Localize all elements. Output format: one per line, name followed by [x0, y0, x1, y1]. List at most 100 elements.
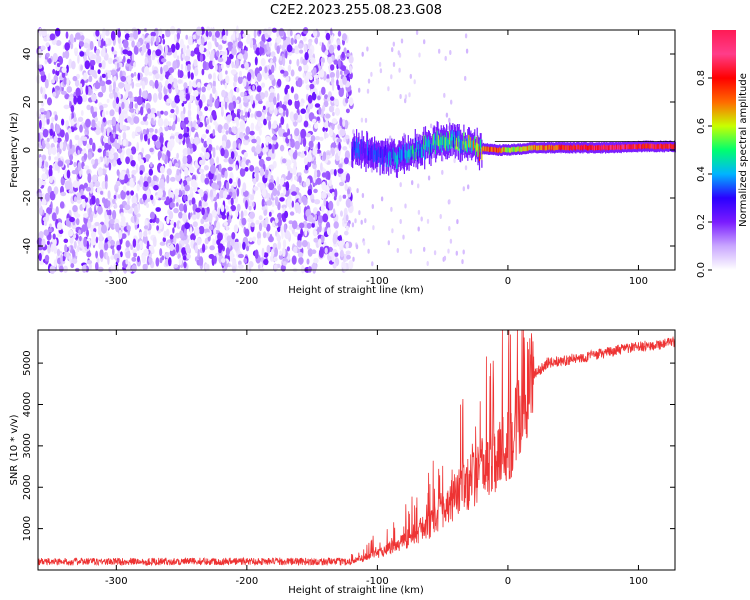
- spectrogram-cell: [47, 228, 53, 233]
- spectrogram-cell: [569, 145, 571, 151]
- spectrogram-cell: [619, 144, 622, 150]
- spectrogram-cell: [168, 74, 174, 83]
- spectrogram-cell: [176, 202, 179, 207]
- spectrogram-cell: [77, 161, 82, 172]
- spectrogram-cell: [179, 93, 185, 102]
- spectrogram-cell: [484, 146, 486, 152]
- spectrogram-cell: [72, 233, 77, 239]
- spectrogram-cell: [549, 144, 551, 150]
- spectrogram-cell: [398, 147, 400, 160]
- spectrogram-cell: [80, 64, 83, 71]
- spectrogram-cell: [126, 99, 129, 109]
- spectrogram-cell: [126, 75, 132, 85]
- spectrogram-cell: [55, 69, 60, 77]
- spectrogram-cell: [254, 56, 258, 66]
- spectrogram-cell: [107, 190, 111, 200]
- spectrogram-cell: [536, 145, 539, 151]
- spectrogram-cell: [213, 121, 218, 126]
- spectrogram-cell: [188, 143, 193, 149]
- spectrogram-cell: [95, 250, 98, 259]
- spectrogram-cell: [52, 91, 57, 98]
- spectrogram-cell: [87, 220, 92, 229]
- spectrogram-cell: [397, 151, 399, 165]
- spectrogram-cell: [206, 124, 212, 130]
- spectrogram-cell: [232, 191, 237, 200]
- spectrogram-cell: [116, 257, 120, 263]
- y-tick-label: -20: [22, 190, 33, 206]
- spectrogram-cell: [334, 188, 338, 199]
- spectrogram-cell: [83, 165, 90, 170]
- spectrogram-cell: [373, 149, 375, 163]
- spectrogram-cell: [215, 145, 219, 151]
- spectrogram-cell: [294, 99, 300, 110]
- spectrogram-cell: [209, 189, 213, 198]
- spectrogram-cell: [158, 28, 163, 37]
- spectrogram-cell: [63, 76, 67, 85]
- spectrogram-cell: [394, 151, 396, 165]
- spectrogram-cell: [228, 102, 234, 111]
- spectrogram-cell: [639, 143, 641, 149]
- spectrogram-cell: [212, 85, 216, 94]
- spectrogram-cell: [85, 118, 91, 128]
- spectrogram-cell: [610, 145, 612, 150]
- spectrogram-cell: [397, 50, 400, 56]
- spectrogram-cell: [43, 219, 48, 227]
- spectrogram-cell: [331, 191, 335, 197]
- spectrogram-cell: [367, 147, 369, 161]
- spectrogram-cell: [265, 100, 270, 109]
- spectrogram-cell: [183, 117, 189, 125]
- spectrogram-cell: [201, 86, 206, 93]
- spectrogram-cell: [258, 66, 263, 72]
- spectrogram-cell: [467, 137, 469, 153]
- spectrogram-cell: [590, 145, 592, 150]
- spectrogram-cell: [125, 148, 132, 156]
- spectrogram-cell: [147, 92, 152, 102]
- spectrogram-cell: [461, 140, 463, 154]
- colorbar-tick-label: 0.4: [696, 166, 707, 182]
- spectrogram-cell: [179, 38, 184, 49]
- spectrogram-cell: [317, 95, 321, 101]
- spectrogram-cell: [603, 144, 605, 150]
- spectrogram-cell: [547, 144, 549, 150]
- spectrogram-cell: [207, 213, 213, 223]
- spectrogram-cell: [268, 182, 275, 191]
- spectrogram-cell: [239, 131, 244, 140]
- spectrogram-cell: [205, 232, 211, 238]
- spectrogram-cell: [166, 61, 172, 67]
- spectrogram-cell: [418, 52, 421, 58]
- spectrogram-cell: [533, 144, 535, 150]
- spectrogram-cell: [329, 71, 335, 79]
- spectrogram-cell: [434, 133, 436, 144]
- spectrogram-cell: [185, 48, 191, 58]
- spectrogram-cell: [227, 166, 233, 171]
- spectrogram-cell: [114, 65, 118, 70]
- spectrogram-cell: [252, 72, 255, 80]
- spectrogram-cell: [66, 64, 69, 73]
- x-tick-label: -300: [105, 576, 128, 587]
- spectrogram-cell: [539, 145, 541, 151]
- spectrogram-cell: [236, 87, 240, 93]
- spectrogram-cell: [103, 40, 106, 48]
- spectrogram-cell: [142, 263, 148, 271]
- spectrogram-cell: [242, 33, 246, 38]
- spectrogram-cell: [112, 247, 115, 256]
- spectrogram-cell: [217, 243, 224, 251]
- spectrogram-cell: [88, 262, 92, 271]
- spectrogram-cell: [115, 96, 120, 104]
- spectrogram-x-label: Height of straight line (km): [288, 285, 424, 296]
- spectrogram-cell: [54, 114, 58, 121]
- spectrogram-cell: [666, 143, 669, 149]
- spectrogram-cell: [261, 82, 266, 88]
- spectrogram-cell: [334, 107, 341, 116]
- spectrogram-cell: [345, 225, 349, 232]
- spectrogram-cell: [606, 145, 608, 151]
- spectrogram-cell: [256, 85, 262, 93]
- spectrogram-cell: [617, 144, 619, 150]
- spectrogram-cell: [128, 63, 132, 72]
- spectrogram-cell: [233, 224, 239, 234]
- spectrogram-cell: [399, 94, 402, 99]
- y-tick-label: 3000: [22, 433, 33, 458]
- spectrogram-cell: [204, 152, 210, 160]
- spectrogram-cell: [52, 52, 58, 63]
- spectrogram-cell: [281, 204, 287, 209]
